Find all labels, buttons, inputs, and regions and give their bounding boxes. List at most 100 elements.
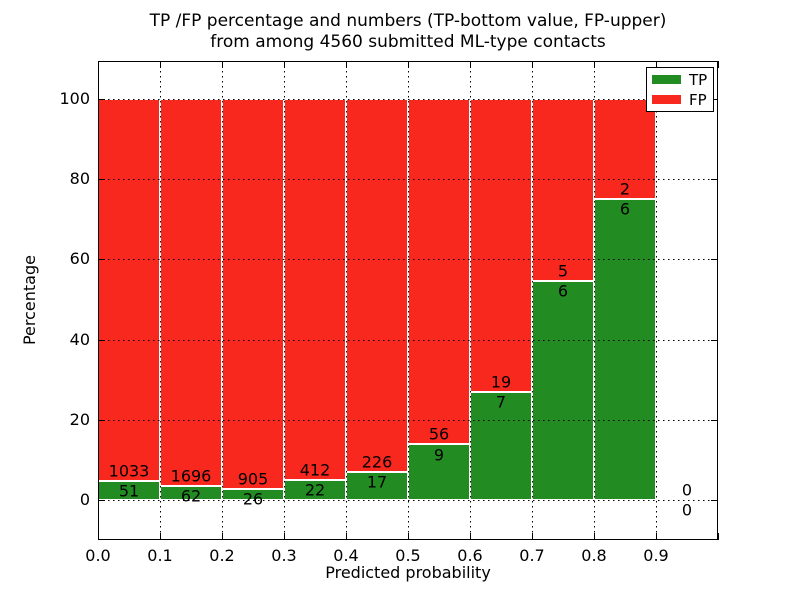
vertical-gridline <box>284 61 285 540</box>
horizontal-gridline <box>98 259 718 261</box>
annotation-fp-count: 1033 <box>108 461 150 481</box>
annotation-fp-count: 905 <box>237 469 269 489</box>
annotation-tp-count: 62 <box>180 486 202 506</box>
x-tick-top <box>532 61 533 68</box>
bars-layer <box>98 61 718 540</box>
annotation-fp-count: 2 <box>619 179 631 199</box>
annotation-tp-count: 26 <box>242 489 264 509</box>
bar-segment-tp <box>532 281 594 500</box>
annotation-fp-count: 56 <box>428 424 450 444</box>
y-tick-left <box>98 339 105 341</box>
x-tick-label: 0.7 <box>519 546 545 565</box>
grid-layer <box>98 61 718 540</box>
annotation-fp-count: 412 <box>299 460 331 480</box>
bar-segment-tp <box>594 199 656 500</box>
legend-row-tp: TP <box>652 72 708 88</box>
x-tick-bottom <box>222 533 223 540</box>
y-tick-left <box>98 419 105 421</box>
x-tick-bottom <box>346 533 347 540</box>
x-axis-label: Predicted probability <box>325 563 491 582</box>
annotation-tp-count: 17 <box>366 472 388 492</box>
x-tick-bottom <box>470 533 471 540</box>
horizontal-gridline <box>98 99 718 100</box>
x-tick-bottom <box>656 533 657 540</box>
x-tick-top <box>222 61 223 68</box>
vertical-gridline <box>160 61 161 540</box>
x-tick-bottom <box>594 533 595 540</box>
x-tick-label: 0.1 <box>147 546 173 565</box>
annotation-fp-count: 5 <box>557 261 569 281</box>
y-tick-label: 100 <box>59 89 90 108</box>
annotation-tp-count: 6 <box>557 281 569 301</box>
horizontal-gridline <box>98 419 718 421</box>
horizontal-gridline <box>98 179 718 181</box>
legend-row-fp: FP <box>652 92 708 108</box>
horizontal-gridline <box>98 339 718 341</box>
vertical-gridline <box>408 61 409 540</box>
x-tick-label: 0.4 <box>333 546 359 565</box>
annotation-tp-count: 9 <box>433 445 445 464</box>
y-tick-right <box>711 99 718 100</box>
annotation-fp-count: 1696 <box>170 466 212 486</box>
x-tick-top <box>284 61 285 68</box>
legend-label-tp: TP <box>689 70 708 89</box>
annotations-layer: 1033 51 1696 62 905 26 412 22 226 17 56 9 19 7 5 6 2 6 0 0 <box>98 61 718 540</box>
x-tick-label: 0.5 <box>395 546 421 565</box>
horizontal-gridline <box>98 500 718 501</box>
chart-title-line2: from among 4560 submitted ML-type contac… <box>210 32 606 52</box>
y-tick-label: 0 <box>79 490 90 509</box>
x-tick-top <box>160 61 161 68</box>
annotation-tp-count: 51 <box>118 481 140 501</box>
chart-title: TP /FP percentage and numbers (TP-bottom… <box>98 11 718 53</box>
bar-segment-fp <box>98 99 160 482</box>
annotation-tp-count: 7 <box>495 392 507 412</box>
annotation-fp-count: 0 <box>681 480 693 500</box>
y-tick-right <box>711 339 718 341</box>
y-tick-left <box>98 99 105 100</box>
x-tick-top <box>656 61 657 68</box>
annotation-tp-count: 6 <box>619 199 631 219</box>
annotation-fp-count: 226 <box>361 452 393 472</box>
bar-segment-fp <box>284 99 346 480</box>
x-tick-label: 0.3 <box>271 546 297 565</box>
x-tick-bottom <box>532 533 533 540</box>
y-tick-label: 40 <box>69 329 90 349</box>
bar-segment-tp <box>470 392 532 500</box>
tp-swatch-icon <box>652 75 681 84</box>
y-tick-right <box>711 500 718 501</box>
vertical-gridline <box>656 61 657 540</box>
bar-segment-fp <box>532 99 594 282</box>
annotation-tp-count: 22 <box>304 480 326 500</box>
bar-segment-tp <box>346 471 408 500</box>
x-tick-bottom <box>718 533 719 540</box>
y-tick-right <box>711 419 718 421</box>
x-tick-top <box>718 61 719 68</box>
legend: TP FP <box>646 67 714 112</box>
fp-swatch-icon <box>652 95 681 104</box>
x-tick-top <box>408 61 409 68</box>
bar-segment-fp <box>222 99 284 489</box>
y-tick-label: 20 <box>69 409 90 429</box>
plot-area: 1033 51 1696 62 905 26 412 22 226 17 56 9 19 7 5 6 2 6 0 0 <box>98 61 719 540</box>
bar-segment-fp <box>160 99 222 486</box>
x-tick-bottom <box>284 533 285 540</box>
y-tick-left <box>98 500 105 501</box>
vertical-gridline <box>594 61 595 540</box>
x-tick-top <box>346 61 347 68</box>
x-tick-label: 0.9 <box>643 546 669 565</box>
y-tick-right <box>711 179 718 181</box>
x-tick-label: 0.0 <box>85 546 111 565</box>
x-tick-top <box>594 61 595 68</box>
x-tick-label: 0.2 <box>209 546 235 565</box>
vertical-gridline <box>470 61 471 540</box>
vertical-gridline <box>532 61 533 540</box>
x-tick-top <box>470 61 471 68</box>
y-axis-label: Percentage <box>20 255 39 346</box>
annotation-fp-count: 19 <box>490 372 512 392</box>
legend-label-fp: FP <box>689 90 707 109</box>
x-tick-bottom <box>160 533 161 540</box>
annotation-tp-count: 0 <box>681 500 693 520</box>
chart-title-line1: TP /FP percentage and numbers (TP-bottom… <box>149 11 667 31</box>
y-tick-label: 60 <box>69 249 90 269</box>
